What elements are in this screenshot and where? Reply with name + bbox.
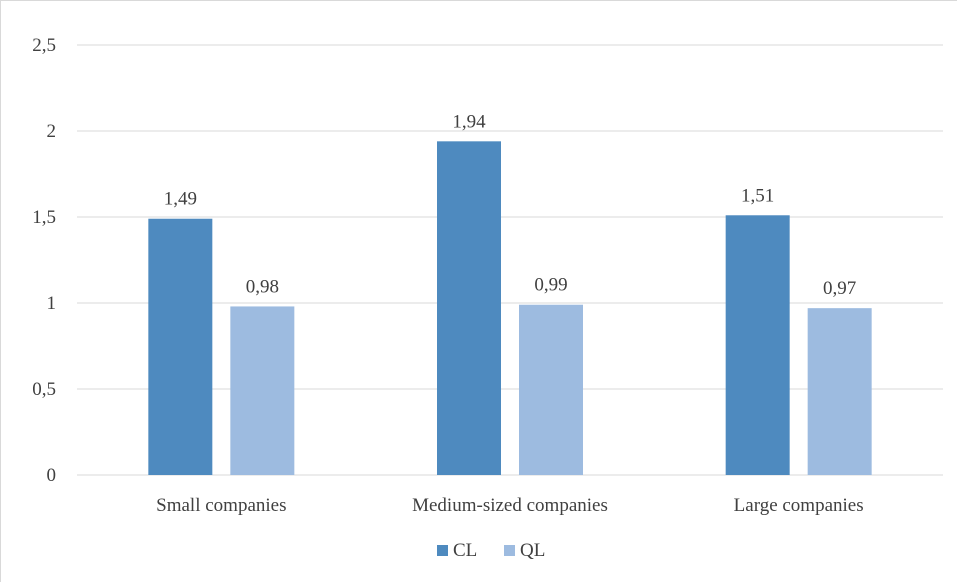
x-category-label: Small companies [156, 495, 286, 516]
gridlines [77, 44, 943, 476]
bars [148, 141, 872, 475]
bar-ql-1 [519, 304, 583, 475]
legend: CL QL [437, 540, 545, 561]
data-label-ql-0: 0,98 [246, 276, 279, 297]
y-tick-label: 0,5 [32, 379, 56, 400]
data-label-cl-2: 1,51 [741, 185, 774, 206]
data-label-cl-1: 1,94 [452, 111, 486, 132]
y-axis-ticks: 0 0,5 1 1,5 2 2,5 [32, 35, 56, 486]
bar-cl-2 [725, 215, 790, 475]
x-category-label: Large companies [734, 495, 864, 516]
legend-swatch-ql [504, 545, 515, 556]
y-tick-label: 1,5 [32, 207, 56, 228]
x-axis-categories: Small companies Medium-sized companies Lar… [156, 495, 863, 516]
y-tick-label: 2 [47, 121, 57, 142]
bar-cl-0 [148, 218, 213, 475]
data-label-ql-1: 0,99 [534, 275, 567, 296]
data-label-cl-0: 1,49 [164, 189, 197, 210]
data-labels: 1,49 0,98 1,94 0,99 1,51 0,97 [164, 111, 857, 299]
legend-label-ql: QL [520, 540, 545, 561]
data-label-ql-2: 0,97 [823, 278, 856, 299]
y-tick-label: 0 [47, 465, 57, 486]
legend-label-cl: CL [453, 540, 477, 561]
legend-swatch-cl [437, 545, 448, 556]
bar-cl-1 [437, 141, 501, 475]
y-tick-label: 1 [47, 293, 57, 314]
bar-ql-2 [807, 308, 872, 475]
bar-ql-0 [230, 306, 295, 475]
y-tick-label: 2,5 [32, 35, 56, 56]
x-category-label: Medium-sized companies [412, 495, 608, 516]
